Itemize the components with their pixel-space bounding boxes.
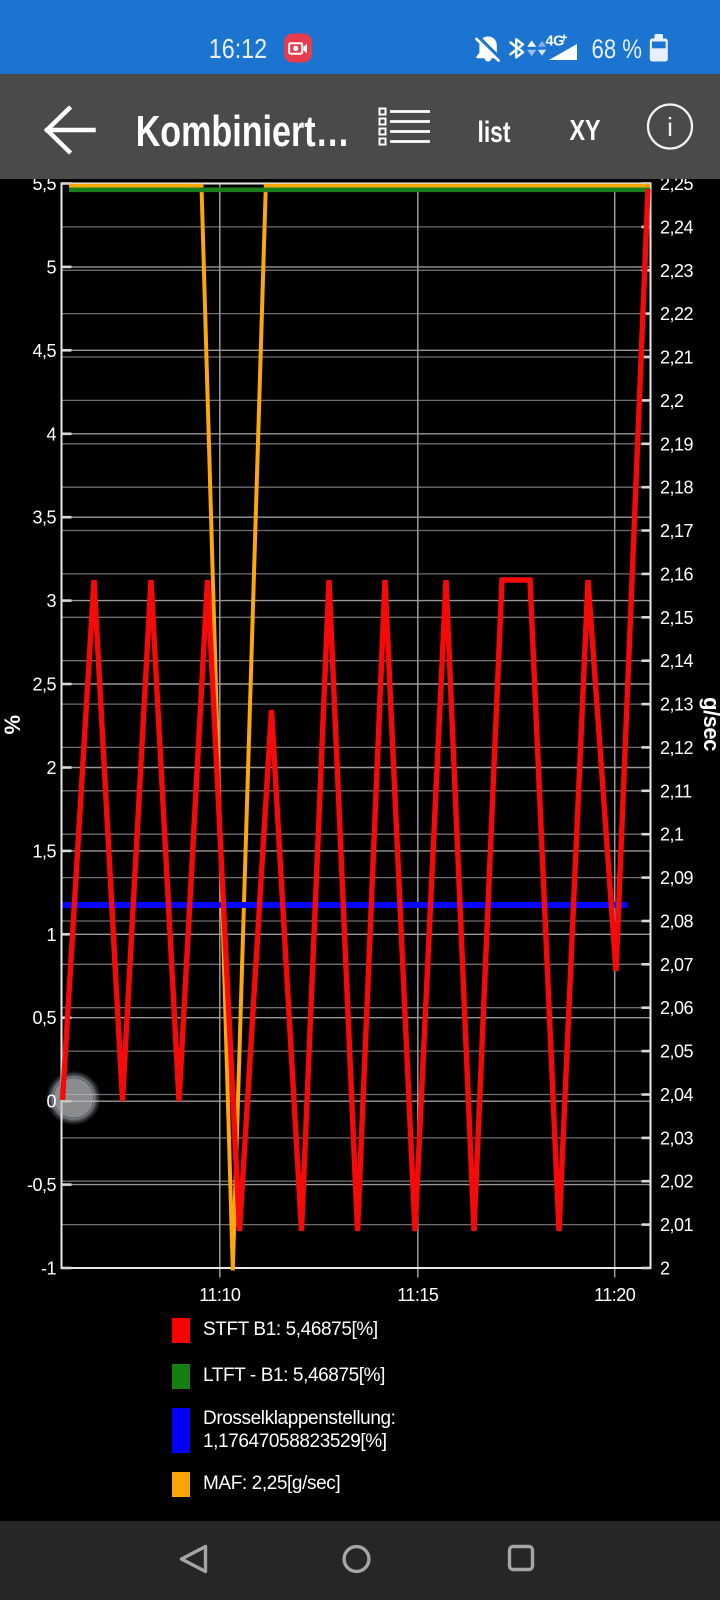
svg-text:2,21: 2,21 — [660, 348, 694, 368]
svg-text:11:15: 11:15 — [397, 1285, 439, 1305]
svg-text:68 %: 68 % — [592, 34, 643, 64]
svg-text:2,19: 2,19 — [660, 434, 694, 454]
svg-text:2,2: 2,2 — [660, 391, 684, 411]
svg-text:2: 2 — [46, 758, 56, 778]
svg-text:2,23: 2,23 — [660, 261, 694, 281]
svg-text:2,02: 2,02 — [660, 1172, 694, 1192]
svg-text:1: 1 — [46, 925, 56, 945]
svg-text:XY: XY — [570, 115, 601, 147]
svg-text:4G: 4G — [546, 34, 565, 50]
svg-text:2,11: 2,11 — [660, 781, 692, 801]
svg-text:2,03: 2,03 — [660, 1128, 694, 1148]
svg-text:Kombiniert…: Kombiniert… — [136, 107, 350, 156]
svg-text:3: 3 — [46, 591, 56, 611]
svg-text:0,5: 0,5 — [32, 1008, 56, 1028]
svg-text:2,05: 2,05 — [660, 1042, 694, 1062]
svg-text:-0,5: -0,5 — [27, 1175, 57, 1195]
svg-text:2,16: 2,16 — [660, 564, 694, 584]
svg-text:2,06: 2,06 — [660, 998, 694, 1018]
svg-text:2,04: 2,04 — [660, 1085, 694, 1105]
svg-text:5: 5 — [46, 257, 56, 277]
svg-text:3,5: 3,5 — [32, 508, 56, 528]
svg-text:2,17: 2,17 — [660, 521, 694, 541]
svg-text:-1: -1 — [41, 1259, 56, 1279]
svg-text:2,25: 2,25 — [660, 174, 694, 194]
svg-text:list: list — [478, 116, 511, 149]
svg-text:16:12: 16:12 — [209, 33, 267, 64]
svg-text:4: 4 — [46, 424, 56, 444]
svg-text:4,5: 4,5 — [32, 341, 56, 361]
svg-text:1,5: 1,5 — [32, 841, 56, 861]
svg-text:2,12: 2,12 — [660, 738, 694, 758]
svg-text:2,14: 2,14 — [660, 651, 694, 671]
svg-text:2: 2 — [660, 1259, 670, 1279]
svg-text:2,07: 2,07 — [660, 955, 694, 975]
svg-text:+: + — [561, 31, 568, 45]
svg-text:11:20: 11:20 — [594, 1285, 636, 1305]
svg-text:g/sec: g/sec — [699, 697, 720, 751]
svg-text:%: % — [0, 715, 25, 734]
svg-text:2,01: 2,01 — [660, 1215, 694, 1235]
svg-text:11:10: 11:10 — [199, 1285, 241, 1305]
svg-text:2,1: 2,1 — [660, 825, 684, 845]
svg-text:0: 0 — [46, 1092, 56, 1112]
svg-text:2,15: 2,15 — [660, 608, 694, 628]
svg-text:2,09: 2,09 — [660, 868, 694, 888]
svg-text:2,08: 2,08 — [660, 912, 694, 932]
svg-text:2,18: 2,18 — [660, 478, 694, 498]
svg-text:2,24: 2,24 — [660, 217, 694, 237]
svg-text:i: i — [667, 112, 673, 142]
svg-text:2,22: 2,22 — [660, 304, 694, 324]
svg-text:2,5: 2,5 — [32, 675, 56, 695]
svg-text:2,13: 2,13 — [660, 695, 694, 715]
svg-text:5,5: 5,5 — [32, 174, 56, 194]
